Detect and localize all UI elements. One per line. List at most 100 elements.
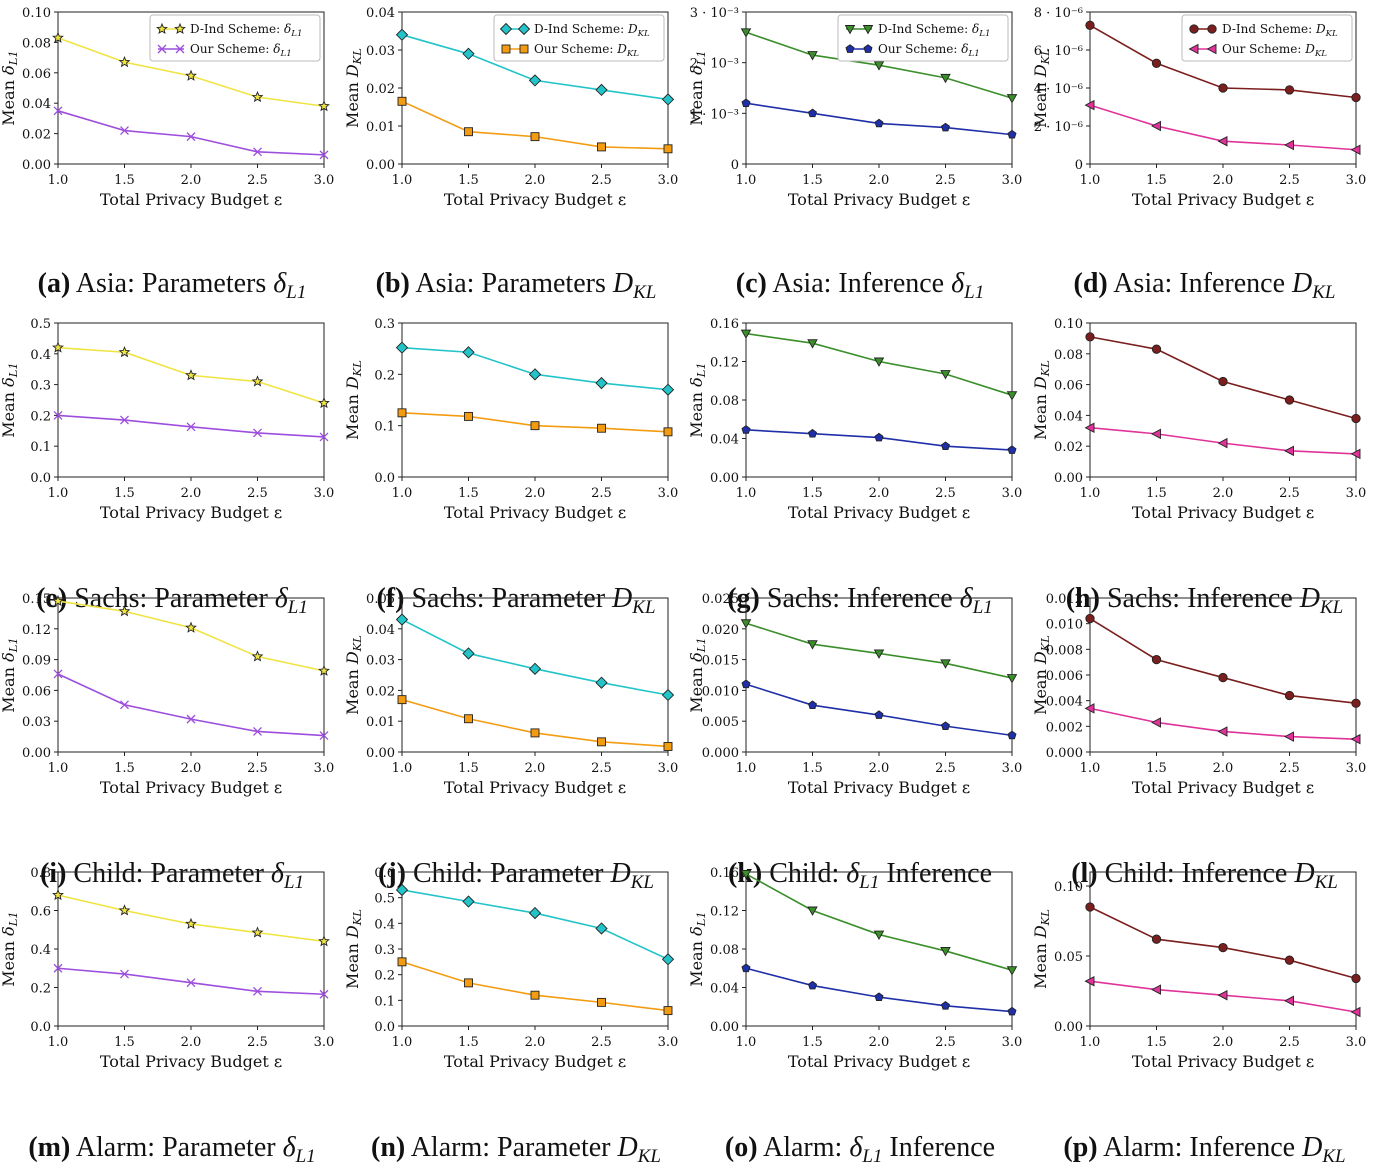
y-axis-label: Mean δL1 (687, 911, 708, 986)
data-point (807, 108, 818, 118)
data-point (1085, 20, 1095, 30)
data-point (661, 688, 675, 702)
legend-label: D-Ind Scheme: DKL (534, 22, 650, 39)
legend-marker (519, 44, 529, 54)
y-tick-label: 0.4 (30, 348, 51, 363)
y-tick-label: 0.04 (1054, 409, 1083, 424)
x-tick-label: 3.0 (1002, 173, 1023, 188)
data-point (661, 383, 675, 396)
data-point (595, 83, 608, 97)
caption-subscript: KL (1322, 1146, 1346, 1167)
y-tick-label: 0.05 (366, 592, 395, 607)
data-point (186, 978, 196, 988)
y-tick-label: 0.00 (22, 746, 51, 761)
data-point (186, 422, 196, 432)
y-tick-label: 0.04 (22, 97, 51, 112)
chart-panel-j: 0.00 0.01 0.02 0.03 0.04 0.05 1.0 1.5 2.0 2.5 3.0 T… (343, 588, 688, 893)
series-line (745, 967, 1013, 1013)
y-tick-label: 0.16 (710, 317, 739, 332)
data-point (185, 69, 197, 81)
plot-frame (401, 322, 669, 478)
data-point (1284, 690, 1295, 701)
y-axis-label: Mean δL1 (0, 637, 20, 712)
legend-box (837, 14, 1009, 62)
y-tick-label: 0.08 (710, 394, 739, 409)
x-tick-label: 3.0 (1346, 486, 1367, 501)
data-point (1284, 955, 1295, 965)
y-tick-label: 0.1 (30, 440, 51, 455)
caption-a: (a) Asia: Parameters δL1 (0, 268, 344, 304)
x-tick-label: 2.0 (869, 486, 890, 501)
caption-subscript: L1 (283, 872, 305, 893)
data-point (319, 150, 329, 160)
caption-l: (l) Child: Inference DKL (1032, 858, 1377, 894)
caption-symbol: δ (951, 268, 965, 299)
data-point (661, 93, 675, 106)
caption-text: Asia: Parameters (70, 268, 274, 299)
legend-label: Our Scheme: δL1 (878, 42, 980, 59)
data-point (595, 922, 608, 935)
x-tick-label: 2.5 (247, 1035, 268, 1050)
data-point (530, 132, 540, 142)
series-d-ind (395, 883, 675, 966)
series-d-ind (1085, 902, 1361, 984)
y-tick-label: 0.00 (710, 471, 739, 486)
data-point (597, 142, 606, 152)
x-axis-label: Total Privacy Budget ε (1132, 503, 1314, 522)
x-tick-label: 2.5 (247, 761, 268, 776)
y-tick-label: 0.00 (710, 1020, 739, 1035)
chart-svg-i: 0.00 0.03 0.06 0.09 0.12 0.15 1.0 1.5 2.0 2.5 3.0 T… (0, 592, 334, 797)
x-axis-label: Total Privacy Budget ε (100, 503, 282, 522)
data-point (1218, 376, 1228, 387)
series-ours (1084, 99, 1361, 155)
data-point (464, 127, 473, 137)
legend-marker (1188, 43, 1199, 55)
series-d-ind (1085, 20, 1361, 103)
data-point (1084, 422, 1095, 433)
legend-marker (1207, 24, 1217, 34)
data-point (1217, 437, 1228, 449)
x-tick-label: 2.0 (869, 761, 890, 776)
series-line (57, 673, 325, 737)
x-axis-label: Total Privacy Budget ε (100, 1052, 282, 1071)
chart-panel-p: 0.00 0.05 0.10 1.0 1.5 2.0 2.5 3.0 Total Privacy… (1031, 862, 1377, 1167)
series-ours (53, 963, 329, 999)
x-tick-label: 2.5 (1279, 173, 1300, 188)
legend-marker (501, 44, 511, 54)
chart-panel-a: 0.00 0.02 0.04 0.06 0.08 0.10 1.0 1.5 2.0 2.5 3.0 T… (0, 0, 344, 313)
x-tick-label: 1.0 (736, 173, 757, 188)
x-tick-label: 3.0 (314, 1035, 335, 1050)
caption-c: (c) Asia: Inference δL1 (688, 268, 1032, 304)
x-axis-label: Total Privacy Budget ε (788, 190, 970, 209)
x-tick-label: 1.5 (1146, 1035, 1167, 1050)
chart-panel-f: 0.0 0.1 0.2 0.3 1.0 1.5 2.0 2.5 3.0 Total Privacy… (343, 313, 688, 618)
data-point (940, 946, 951, 957)
data-point (528, 74, 542, 87)
data-point (940, 1001, 951, 1010)
caption-tag: (d) (1073, 268, 1108, 299)
plot-frame (57, 871, 325, 1027)
y-tick-label: 0.2 (30, 409, 51, 424)
data-point (874, 118, 884, 128)
data-point (395, 613, 409, 626)
x-tick-label: 2.5 (247, 173, 268, 188)
data-point (1284, 139, 1294, 151)
y-tick-label: 0.000 (1046, 746, 1083, 761)
chart-svg-l: 0.000 0.002 0.004 0.006 0.008 0.010 0.012 1.0 1.… (1031, 592, 1366, 797)
x-tick-label: 2.0 (869, 1035, 890, 1050)
x-tick-label: 2.0 (1213, 173, 1234, 188)
data-point (1350, 733, 1361, 745)
caption-symbol: D (612, 268, 634, 299)
y-axis-label: Mean DKL (1031, 909, 1052, 989)
y-tick-label: 0 (1075, 158, 1083, 173)
y-tick-label: 0.015 (702, 654, 739, 669)
caption-tag: (a) (37, 268, 71, 299)
x-tick-label: 1.5 (1146, 761, 1167, 776)
y-axis-label: Mean DKL (1031, 48, 1052, 128)
x-axis-label: Total Privacy Budget ε (100, 190, 282, 209)
x-tick-label: 2.5 (935, 1035, 956, 1050)
series-line (1089, 906, 1357, 980)
x-axis-label: Total Privacy Budget ε (788, 503, 970, 522)
y-tick-label: 0.000 (702, 746, 739, 761)
